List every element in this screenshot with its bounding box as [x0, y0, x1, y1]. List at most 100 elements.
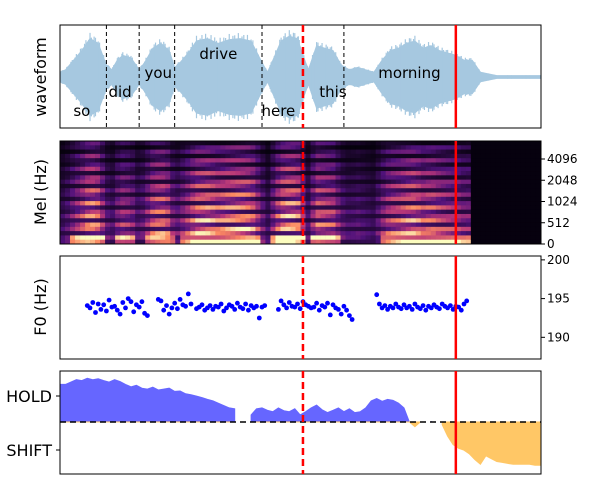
spectrogram-cell	[395, 183, 402, 189]
spectrogram-cell	[490, 149, 497, 155]
spectrogram-cell	[530, 175, 537, 180]
spectrogram-cell	[505, 141, 512, 146]
spectrogram-cell	[195, 218, 201, 223]
spectrogram-cell	[475, 179, 482, 185]
spectrogram-cell	[185, 235, 191, 241]
spectrogram-cell	[70, 209, 76, 215]
spectrogram-cell	[275, 222, 281, 228]
spectrogram-cell	[165, 158, 171, 163]
spectrogram-cell	[205, 158, 211, 163]
spectrogram-cell	[135, 196, 141, 202]
spectrogram-cell	[490, 166, 497, 172]
spectrogram-cell	[535, 145, 541, 150]
spectrogram-cell	[200, 231, 206, 236]
spectrogram-cell	[340, 175, 346, 180]
spectrogram-cell	[475, 166, 482, 172]
spectrogram-cell	[190, 239, 196, 244]
spectrogram-cell	[175, 149, 181, 155]
spectrogram-cell	[485, 209, 492, 215]
spectrogram-cell	[515, 166, 522, 172]
spectrogram-cell	[80, 222, 86, 228]
spectrogram-cell	[235, 231, 241, 236]
spectrogram-cell	[475, 141, 482, 146]
spectrogram-cell	[120, 205, 126, 210]
spectrogram-cell	[340, 231, 346, 236]
spectrogram-cell	[60, 209, 66, 215]
spectrogram-cell	[245, 179, 251, 185]
spectrogram-cell	[350, 192, 356, 198]
spectrogram-cell	[335, 213, 341, 219]
spectrogram-cell	[265, 226, 271, 232]
spectrogram-cell	[450, 141, 457, 146]
spectrogram-cell	[160, 145, 166, 150]
spectrogram-cell	[160, 235, 166, 241]
spectrogram-cell	[115, 192, 121, 198]
spectrogram-cell	[130, 166, 136, 172]
spectrogram-cell	[90, 145, 96, 150]
spectrogram-cell	[445, 153, 452, 159]
spectrogram-cell	[510, 162, 517, 168]
spectrogram-cell	[490, 222, 497, 228]
spectrogram-cell	[250, 145, 256, 150]
spectrogram-cell	[135, 145, 141, 150]
spectrogram-cell	[305, 226, 311, 232]
turn-layer	[60, 377, 541, 466]
spectrogram-cell	[95, 196, 101, 202]
spectrogram-cell	[115, 179, 121, 185]
spectrogram-cell	[500, 171, 507, 176]
waveform-frame	[59, 24, 542, 129]
spectrogram-cell	[130, 188, 136, 193]
spectrogram-cell	[485, 141, 492, 146]
spectrogram-cell	[110, 149, 116, 155]
spectrogram-cell	[510, 205, 517, 210]
spectrogram-cell	[235, 235, 241, 241]
spectrogram-cell	[490, 171, 497, 176]
spectrogram-cell	[95, 162, 101, 168]
spectrogram-cell	[295, 149, 301, 155]
spectrogram-cell	[180, 209, 186, 215]
f0-point	[199, 302, 205, 308]
spectrogram-cell	[105, 179, 111, 185]
spectrogram-cell	[120, 218, 126, 223]
spectrogram-cell	[280, 239, 286, 244]
spectrogram-cell	[480, 192, 487, 198]
spectrogram-cell	[315, 145, 321, 150]
spectrogram-cell	[425, 158, 432, 163]
spectrogram-cell	[70, 145, 76, 150]
spectrogram-cell	[245, 218, 251, 223]
spectrogram-cell	[170, 231, 176, 236]
spectrogram-cell	[275, 175, 281, 180]
spectrogram-cell	[350, 171, 356, 176]
spectrogram-cell	[455, 192, 462, 198]
f0-point	[207, 303, 213, 308]
spectrogram-cell	[245, 153, 251, 159]
spectrogram-cell	[310, 145, 316, 150]
spectrogram-cell	[260, 201, 266, 206]
spectrogram-cell	[465, 153, 472, 159]
spectrogram-cell	[440, 166, 447, 172]
spectrogram-cell	[330, 153, 336, 159]
spectrogram-cell	[455, 166, 462, 172]
spectrogram-cell	[340, 209, 346, 215]
spectrogram-cell	[420, 162, 427, 168]
spectrogram-cell	[465, 226, 472, 232]
spectrogram-cell	[435, 213, 442, 219]
spectrogram-cell	[415, 158, 422, 163]
spectrogram-cell	[320, 149, 326, 155]
spectrogram-cell	[445, 235, 452, 241]
spectrogram-cell	[510, 166, 517, 172]
spectrogram-cell	[475, 205, 482, 210]
spectrogram-cell	[80, 188, 86, 193]
spectrogram-cell	[220, 153, 226, 159]
spectrogram-cell	[285, 145, 291, 150]
spectrogram-cell	[520, 192, 527, 198]
spectrogram-cell	[310, 196, 316, 202]
spectrogram-cell	[275, 235, 281, 241]
spectrogram-cell	[70, 175, 76, 180]
f0-point	[98, 307, 104, 312]
spectrogram-cell	[235, 205, 241, 210]
spectrogram-cell	[320, 239, 326, 244]
spectrogram-cell	[495, 209, 502, 215]
spectrogram-cell	[225, 205, 231, 210]
spectrogram-cell	[200, 149, 206, 155]
